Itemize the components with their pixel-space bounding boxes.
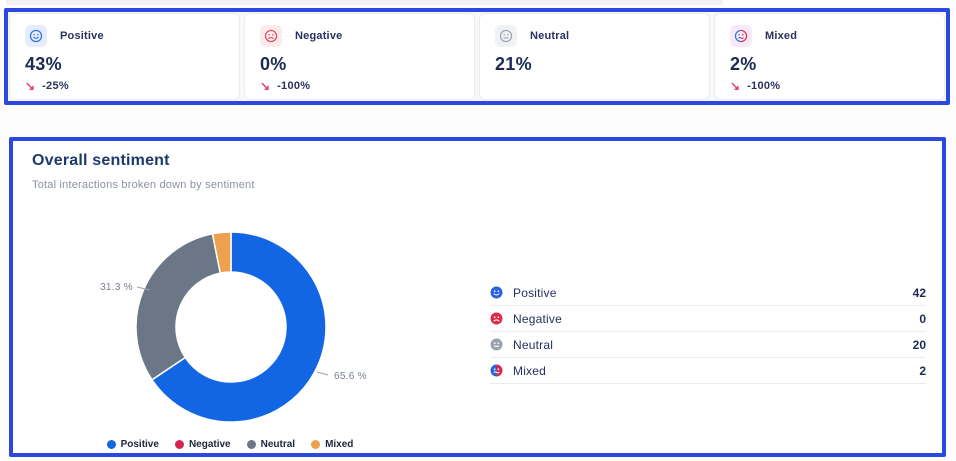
positive-slice-label: 65.6 % [334,371,367,382]
stat-card-change: -25% [42,80,69,92]
neutral-face-icon [495,25,517,47]
sentiment-breakdown-list: Positive 42 Negative 0 Neutral 20 [490,280,926,384]
negative-face-icon [260,25,282,47]
card-title: Overall sentiment [32,152,170,169]
trend-down-icon: ↘ [260,79,271,93]
chart-legend: Positive Negative Neutral Mixed [60,439,400,450]
legend-item-positive[interactable]: Positive [106,439,159,450]
legend-item-mixed[interactable]: Mixed [311,439,353,450]
breakdown-row-mixed[interactable]: Mixed 2 [490,358,926,384]
stat-card-label: Neutral [530,30,570,42]
neutral-slice-label: 31.3 % [100,282,133,293]
stat-card-value: 0% [260,54,287,74]
donut-slice-positive[interactable] [150,231,327,423]
trend-down-icon: ↘ [730,79,741,93]
stat-card-trend: ↘ -100% [730,80,780,92]
stat-card-change: -100% [277,80,311,92]
mixed-face-icon [730,25,752,47]
stat-card-neutral: Neutral 21% [479,13,710,100]
breakdown-row-positive[interactable]: Positive 42 [490,280,926,306]
positive-face-icon [25,25,47,47]
label-leader-line [316,371,329,376]
neutral-dot-icon [246,440,256,449]
legend-item-neutral[interactable]: Neutral [246,439,295,450]
annotation-box-stat-cards: Positive 43% ↘ -25% Negative 0% ↘ -100% [4,8,950,105]
stat-card-negative: Negative 0% ↘ -100% [244,13,475,100]
negative-face-icon [490,312,503,325]
donut-slice-mixed[interactable] [211,231,232,274]
mixed-face-icon [490,364,503,377]
page-edge-strip [6,0,723,5]
stat-card-value: 43% [25,54,62,74]
card-subtitle: Total interactions broken down by sentim… [32,179,255,191]
stat-card-positive: Positive 43% ↘ -25% [9,13,240,100]
stat-card-trend: ↘ -100% [260,80,310,92]
stat-card-change: -100% [747,80,781,92]
negative-dot-icon [174,440,184,449]
stat-card-value: 21% [495,54,532,74]
breakdown-row-negative[interactable]: Negative 0 [490,306,926,332]
stat-card-label: Positive [60,30,104,42]
breakdown-row-neutral[interactable]: Neutral 20 [490,332,926,358]
stat-card-value: 2% [730,54,757,74]
positive-dot-icon [106,440,116,449]
legend-item-negative[interactable]: Negative [174,439,231,450]
donut-slice-neutral[interactable] [135,232,222,381]
annotation-box-overall-sentiment: Overall sentiment Total interactions bro… [9,137,946,457]
sentiment-donut-chart: 31.3 % 65.6 % [60,195,400,439]
positive-face-icon [490,286,503,299]
stat-card-label: Negative [295,30,343,42]
label-leader-line [136,286,151,291]
stat-card-mixed: Mixed 2% ↘ -100% [714,13,945,100]
neutral-face-icon [490,338,503,351]
mixed-dot-icon [311,440,321,449]
donut-slices [135,231,327,423]
stat-card-trend: ↘ -25% [25,80,69,92]
trend-down-icon: ↘ [25,79,36,93]
stat-card-label: Mixed [765,30,798,42]
